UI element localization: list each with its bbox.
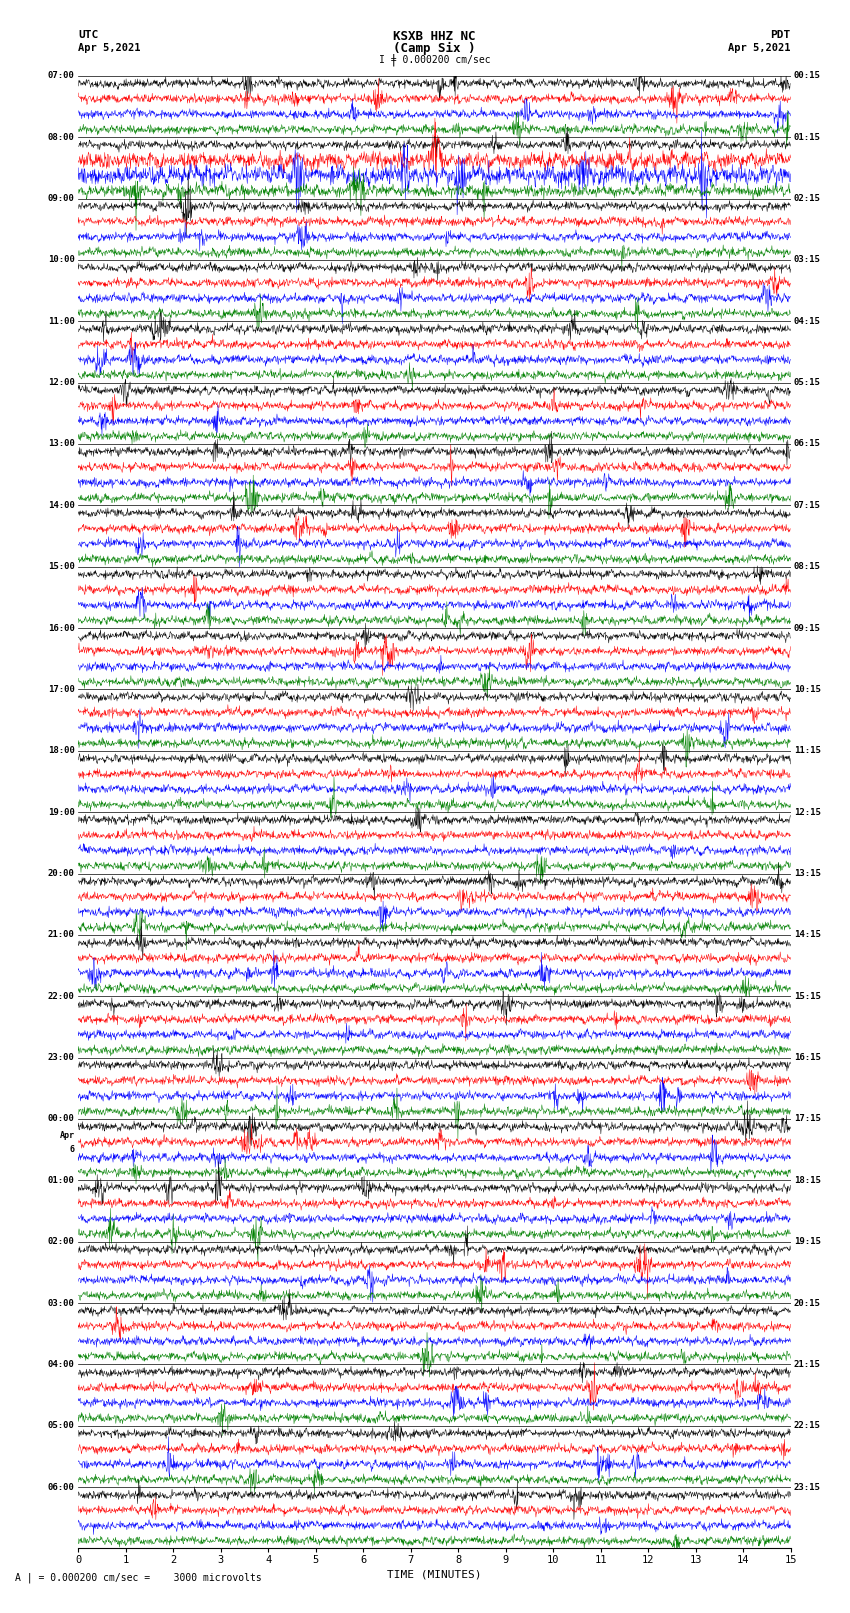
- Text: 00:00: 00:00: [48, 1115, 75, 1123]
- Text: 23:15: 23:15: [794, 1482, 821, 1492]
- Text: Apr 5,2021: Apr 5,2021: [728, 44, 791, 53]
- Text: 02:15: 02:15: [794, 194, 821, 203]
- Text: 13:15: 13:15: [794, 869, 821, 877]
- Text: |: |: [390, 53, 397, 68]
- Text: 18:00: 18:00: [48, 747, 75, 755]
- Text: 08:00: 08:00: [48, 132, 75, 142]
- Text: 14:15: 14:15: [794, 931, 821, 939]
- Text: 15:00: 15:00: [48, 563, 75, 571]
- Text: KSXB HHZ NC: KSXB HHZ NC: [393, 29, 476, 44]
- Text: 13:00: 13:00: [48, 439, 75, 448]
- Text: 11:15: 11:15: [794, 747, 821, 755]
- Text: PDT: PDT: [770, 31, 790, 40]
- Text: 20:15: 20:15: [794, 1298, 821, 1308]
- Text: 02:00: 02:00: [48, 1237, 75, 1247]
- Text: 15:15: 15:15: [794, 992, 821, 1000]
- Text: 08:15: 08:15: [794, 563, 821, 571]
- X-axis label: TIME (MINUTES): TIME (MINUTES): [387, 1569, 482, 1579]
- Text: Apr 5,2021: Apr 5,2021: [78, 44, 141, 53]
- Text: 17:00: 17:00: [48, 686, 75, 694]
- Text: 11:00: 11:00: [48, 316, 75, 326]
- Text: 05:00: 05:00: [48, 1421, 75, 1431]
- Text: (Camp Six ): (Camp Six ): [393, 42, 476, 55]
- Text: 21:00: 21:00: [48, 931, 75, 939]
- Text: 19:15: 19:15: [794, 1237, 821, 1247]
- Text: 05:15: 05:15: [794, 377, 821, 387]
- Text: 10:15: 10:15: [794, 686, 821, 694]
- Text: 17:15: 17:15: [794, 1115, 821, 1123]
- Text: UTC: UTC: [78, 31, 99, 40]
- Text: 01:15: 01:15: [794, 132, 821, 142]
- Text: 12:15: 12:15: [794, 808, 821, 816]
- Text: 04:00: 04:00: [48, 1360, 75, 1369]
- Text: 16:15: 16:15: [794, 1053, 821, 1061]
- Text: 21:15: 21:15: [794, 1360, 821, 1369]
- Text: 16:00: 16:00: [48, 624, 75, 632]
- Text: 09:15: 09:15: [794, 624, 821, 632]
- Text: 19:00: 19:00: [48, 808, 75, 816]
- Text: 01:00: 01:00: [48, 1176, 75, 1186]
- Text: 07:15: 07:15: [794, 502, 821, 510]
- Text: 22:00: 22:00: [48, 992, 75, 1000]
- Text: Apr: Apr: [60, 1131, 75, 1139]
- Text: 03:00: 03:00: [48, 1298, 75, 1308]
- Text: 10:00: 10:00: [48, 255, 75, 265]
- Text: 09:00: 09:00: [48, 194, 75, 203]
- Text: 04:15: 04:15: [794, 316, 821, 326]
- Text: 12:00: 12:00: [48, 377, 75, 387]
- Text: 03:15: 03:15: [794, 255, 821, 265]
- Text: 22:15: 22:15: [794, 1421, 821, 1431]
- Text: 23:00: 23:00: [48, 1053, 75, 1061]
- Text: 07:00: 07:00: [48, 71, 75, 81]
- Text: A | = 0.000200 cm/sec =    3000 microvolts: A | = 0.000200 cm/sec = 3000 microvolts: [15, 1573, 262, 1582]
- Text: 06:15: 06:15: [794, 439, 821, 448]
- Text: 14:00: 14:00: [48, 502, 75, 510]
- Text: 6: 6: [70, 1145, 75, 1153]
- Text: I = 0.000200 cm/sec: I = 0.000200 cm/sec: [378, 55, 490, 66]
- Text: 20:00: 20:00: [48, 869, 75, 877]
- Text: 00:15: 00:15: [794, 71, 821, 81]
- Text: 06:00: 06:00: [48, 1482, 75, 1492]
- Text: 18:15: 18:15: [794, 1176, 821, 1186]
